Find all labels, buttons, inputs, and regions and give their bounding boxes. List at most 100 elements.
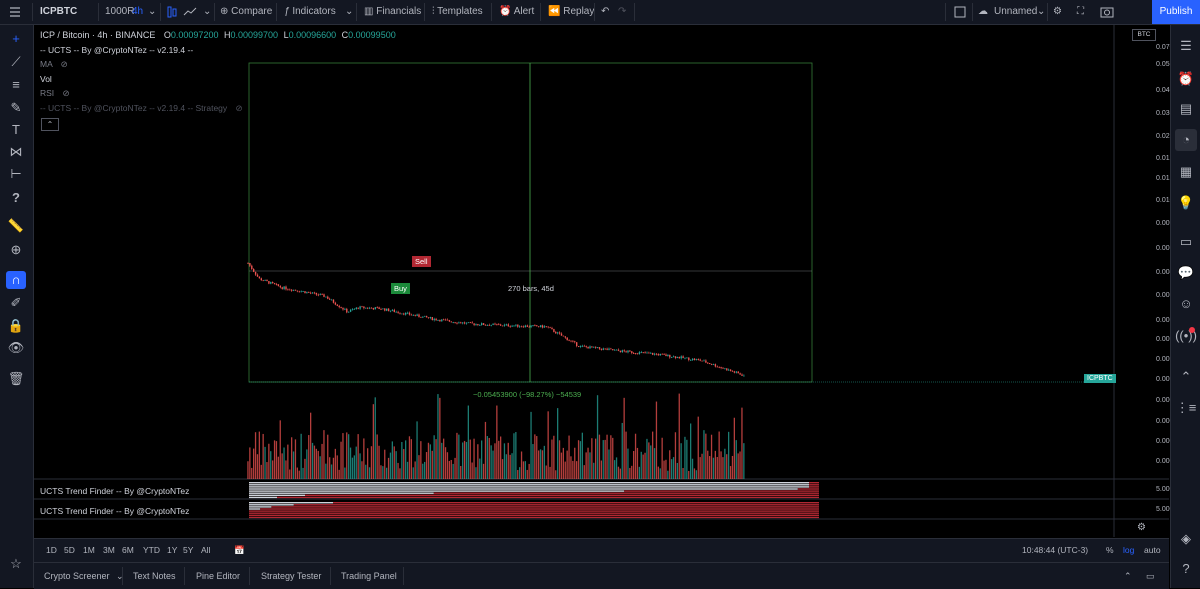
chart-type-selector[interactable]: 1000R: [105, 6, 135, 17]
range-button-1m[interactable]: 1M: [83, 545, 95, 555]
candle-body: [467, 322, 470, 324]
financials-button[interactable]: ▥ Financials: [364, 6, 422, 17]
volume-bar: [469, 439, 471, 479]
tab-pine-editor[interactable]: Pine Editor: [196, 571, 241, 581]
alert-button[interactable]: ⏰ Alert: [499, 6, 535, 17]
candles-icon[interactable]: [166, 0, 178, 24]
volume-bar: [574, 447, 576, 479]
trend-stripe: [249, 492, 434, 494]
indicator-label-ucts[interactable]: -- UCTS -- By @CryptoNTez -- v2.19.4 --: [40, 45, 194, 55]
auto-toggle[interactable]: auto: [1144, 545, 1161, 555]
fullscreen-icon[interactable]: ⛶: [1077, 6, 1084, 17]
chevron-down-icon[interactable]: ⌄: [203, 6, 212, 17]
brush-icon[interactable]: ✎: [10, 100, 22, 115]
maximize-panel-icon[interactable]: ▭: [1146, 571, 1155, 581]
layout-name[interactable]: Unnamed: [994, 6, 1038, 17]
measure-icon[interactable]: ⊢: [10, 166, 22, 181]
streams-icon[interactable]: ▭: [1179, 234, 1193, 249]
range-button-5d[interactable]: 5D: [64, 545, 75, 555]
currency-badge[interactable]: BTC: [1132, 29, 1156, 41]
trend-finder-2-title[interactable]: UCTS Trend Finder -- By @CryptoNTez: [40, 506, 190, 516]
range-button-6m[interactable]: 6M: [122, 545, 134, 555]
indicator-label-vol[interactable]: Vol: [40, 74, 52, 84]
chat-icon[interactable]: 💬: [1177, 265, 1195, 280]
trash-icon[interactable]: 🗑: [7, 371, 25, 386]
range-button-5y[interactable]: 5Y: [183, 545, 194, 555]
watchlist-icon[interactable]: ☰: [1180, 38, 1192, 53]
line-chart-icon[interactable]: [183, 0, 197, 24]
replay-button[interactable]: ⏪ Replay: [548, 6, 595, 17]
ideas-icon[interactable]: 💡: [1177, 195, 1195, 210]
star-icon[interactable]: ☆: [10, 556, 22, 571]
camera-icon[interactable]: [1100, 0, 1114, 24]
symbol-search[interactable]: ICPBTC: [40, 6, 78, 17]
ruler-icon[interactable]: 📏: [7, 218, 25, 233]
volume-bar: [661, 437, 663, 479]
text-tool-icon[interactable]: T: [12, 122, 20, 137]
eye-hidden-icon[interactable]: ⊘: [62, 88, 70, 98]
magnet-icon[interactable]: ∩: [6, 271, 26, 289]
pattern-icon[interactable]: ⋈: [9, 144, 23, 159]
interval-selector[interactable]: 4h: [132, 6, 144, 17]
eye-hidden-icon[interactable]: ⊘: [235, 103, 243, 113]
measure-box[interactable]: [248, 62, 813, 383]
range-button-ytd[interactable]: YTD: [143, 545, 160, 555]
trend-up-icon[interactable]: ⌃: [1180, 369, 1192, 384]
trend-finder-1-title[interactable]: UCTS Trend Finder -- By @CryptoNTez: [40, 486, 190, 496]
range-button-1y[interactable]: 1Y: [167, 545, 178, 555]
trendline-icon[interactable]: ⟋: [11, 54, 21, 69]
range-button-all[interactable]: All: [201, 545, 211, 555]
calendar-icon[interactable]: 📅: [234, 545, 245, 555]
layout-square-icon[interactable]: [954, 0, 966, 24]
alerts-icon[interactable]: ⏰: [1177, 71, 1195, 86]
undo-icon[interactable]: ↶: [601, 6, 610, 17]
hotlist-icon[interactable]: ◔: [1175, 129, 1197, 151]
zoom-in-icon[interactable]: ⊕: [10, 242, 22, 257]
stay-in-drawing-icon[interactable]: ✐: [10, 295, 22, 310]
tab-strategy-tester[interactable]: Strategy Tester: [261, 571, 322, 581]
calendar-icon[interactable]: ▦: [1179, 164, 1193, 179]
chart-canvas[interactable]: [34, 25, 1169, 537]
chevron-down-icon[interactable]: ⌄: [148, 6, 157, 17]
indicator-label-rsi[interactable]: RSI ⊘: [40, 88, 70, 98]
sell-label[interactable]: Sell: [412, 256, 431, 267]
tab-trading-panel[interactable]: Trading Panel: [341, 571, 397, 581]
tab-crypto-screener[interactable]: Crypto Screener ⌄: [44, 571, 124, 581]
lock-icon[interactable]: 🔒: [7, 318, 25, 333]
eye-hidden-icon[interactable]: ⊘: [60, 59, 68, 69]
indicator-label-ma[interactable]: MA ⊘: [40, 59, 68, 69]
buy-label[interactable]: Buy: [391, 283, 410, 294]
indicator-label-strategy[interactable]: -- UCTS -- By @CryptoNTez -- v2.19.4 -- …: [40, 103, 243, 113]
redo-icon[interactable]: ↷: [618, 6, 627, 17]
chart-pane[interactable]: ICP / Bitcoin · 4h · BINANCE O0.00097200…: [34, 25, 1193, 557]
volume-bar: [695, 470, 697, 479]
log-toggle[interactable]: log: [1123, 545, 1135, 555]
percent-toggle[interactable]: %: [1106, 545, 1114, 555]
chevron-down-icon[interactable]: ⌄: [345, 6, 354, 17]
help-icon[interactable]: ?: [1182, 561, 1190, 576]
question-icon[interactable]: ?: [12, 190, 20, 205]
data-window-icon[interactable]: ▤: [1179, 101, 1193, 116]
publish-button[interactable]: Publish: [1152, 0, 1200, 24]
gear-icon[interactable]: ⚙: [1137, 522, 1146, 533]
compare-button[interactable]: ⊕ Compare: [220, 6, 273, 17]
collapse-legend-button[interactable]: ⌃: [41, 118, 59, 131]
range-button-3m[interactable]: 3M: [103, 545, 115, 555]
crosshair-icon[interactable]: +: [12, 31, 20, 46]
eye-icon[interactable]: 👁: [7, 340, 25, 355]
menu-icon[interactable]: [8, 0, 24, 24]
templates-button[interactable]: ⫶ Templates: [432, 6, 483, 17]
clock-display[interactable]: 10:48:44 (UTC-3): [1022, 545, 1089, 555]
gear-icon[interactable]: ⚙: [1053, 6, 1062, 17]
layers-icon[interactable]: ◈: [1181, 531, 1191, 546]
indicators-button[interactable]: ƒ Indicators: [284, 6, 336, 17]
range-button-1d[interactable]: 1D: [46, 545, 57, 555]
fib-retracement-icon[interactable]: ≡: [12, 77, 20, 92]
volume-bar: [281, 453, 283, 479]
tab-text-notes[interactable]: Text Notes: [133, 571, 176, 581]
collapse-panel-icon[interactable]: ⌃: [1124, 571, 1132, 581]
chevron-down-icon[interactable]: ⌄: [1037, 6, 1046, 17]
volume-bar: [414, 461, 416, 479]
order-panel-icon[interactable]: ⋮≡: [1175, 400, 1197, 415]
community-icon[interactable]: ☺: [1179, 296, 1193, 311]
